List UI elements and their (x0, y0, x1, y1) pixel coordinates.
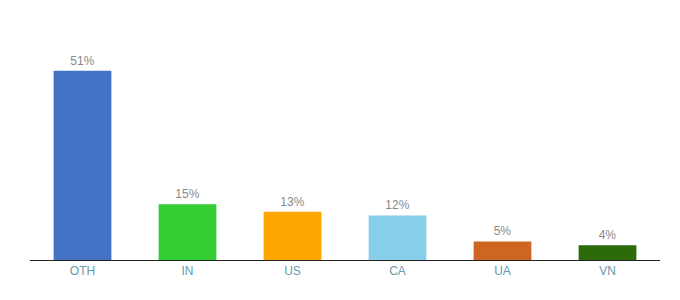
svg-text:IN: IN (182, 264, 194, 278)
svg-text:VN: VN (599, 264, 616, 278)
svg-text:OTH: OTH (70, 264, 95, 278)
svg-text:US: US (284, 264, 301, 278)
svg-text:12%: 12% (385, 198, 409, 212)
svg-text:UA: UA (494, 264, 511, 278)
svg-text:CA: CA (389, 264, 406, 278)
svg-text:15%: 15% (175, 187, 199, 201)
svg-text:51%: 51% (70, 54, 94, 68)
svg-text:5%: 5% (494, 224, 512, 238)
svg-text:4%: 4% (599, 228, 617, 242)
svg-text:13%: 13% (280, 195, 304, 209)
